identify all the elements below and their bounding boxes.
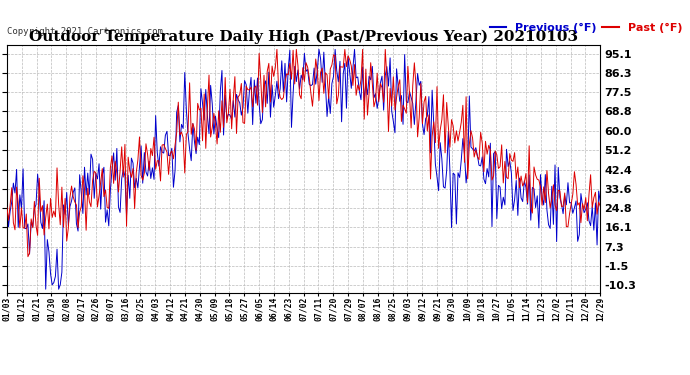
Text: Copyright 2021 Cartronics.com: Copyright 2021 Cartronics.com	[7, 27, 163, 36]
Title: Outdoor Temperature Daily High (Past/Previous Year) 20210103: Outdoor Temperature Daily High (Past/Pre…	[29, 30, 578, 44]
Legend: Previous (°F), Past (°F): Previous (°F), Past (°F)	[485, 18, 687, 38]
